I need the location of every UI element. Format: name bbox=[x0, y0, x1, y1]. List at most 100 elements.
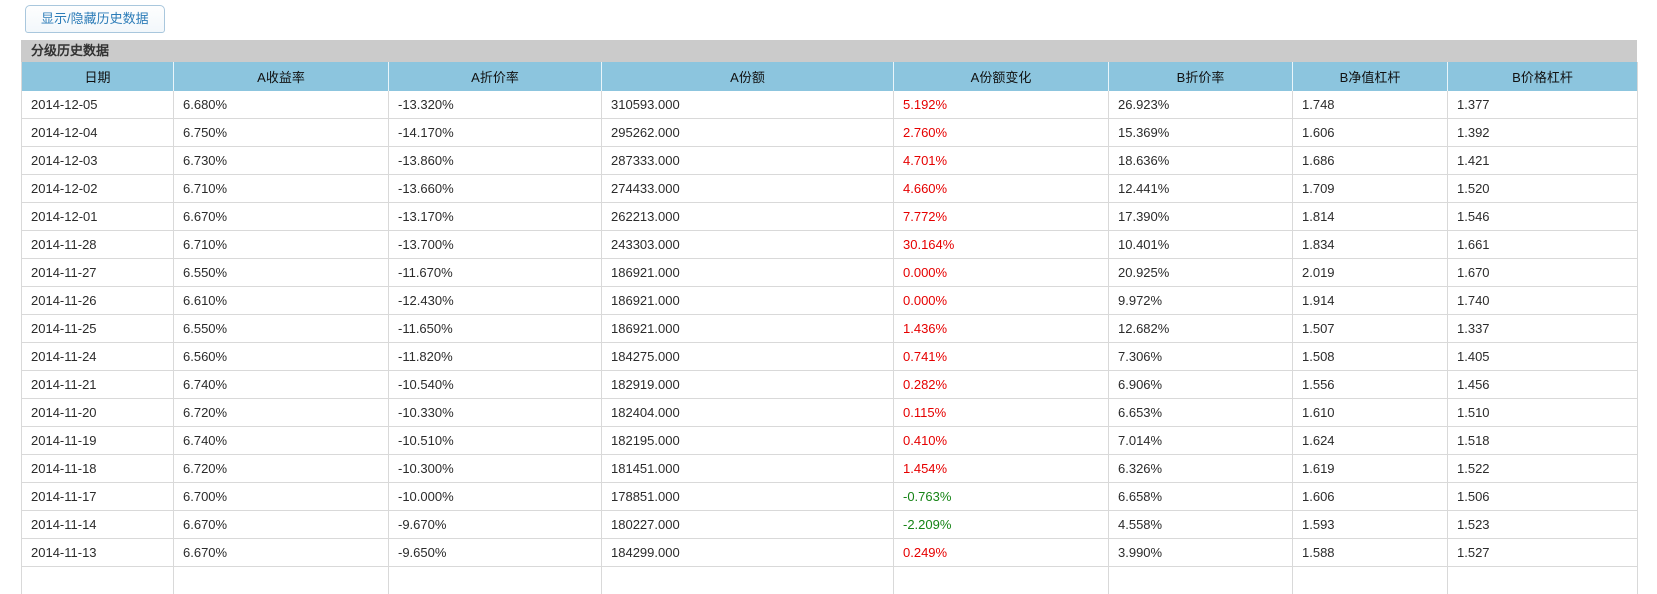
cell-a-yield: 6.610% bbox=[174, 287, 389, 315]
cell-b-price-leverage: 1.670 bbox=[1448, 259, 1638, 287]
cell-empty bbox=[1293, 567, 1448, 594]
cell-a-discount: -11.820% bbox=[389, 343, 602, 371]
cell-a-share-change: 2.760% bbox=[894, 119, 1109, 147]
cell-b-nav-leverage: 1.593 bbox=[1293, 511, 1448, 539]
cell-a-shares: 186921.000 bbox=[602, 259, 894, 287]
cell-empty bbox=[1109, 567, 1293, 594]
cell-a-shares: 186921.000 bbox=[602, 287, 894, 315]
cell-a-yield: 6.670% bbox=[174, 511, 389, 539]
cell-b-nav-leverage: 1.619 bbox=[1293, 455, 1448, 483]
cell-b-price-leverage: 1.522 bbox=[1448, 455, 1638, 483]
cell-a-discount: -10.540% bbox=[389, 371, 602, 399]
cell-b-price-leverage: 1.520 bbox=[1448, 175, 1638, 203]
cell-a-yield: 6.700% bbox=[174, 483, 389, 511]
toggle-history-data-tab[interactable]: 显示/隐藏历史数据 bbox=[25, 5, 165, 33]
column-header: B净值杠杆 bbox=[1293, 62, 1448, 91]
cell-a-yield: 6.750% bbox=[174, 119, 389, 147]
cell-a-discount: -13.660% bbox=[389, 175, 602, 203]
cell-b-nav-leverage: 1.834 bbox=[1293, 231, 1448, 259]
cell-a-shares: 295262.000 bbox=[602, 119, 894, 147]
column-header: A折价率 bbox=[389, 62, 602, 91]
cell-a-shares: 262213.000 bbox=[602, 203, 894, 231]
cell-b-nav-leverage: 1.606 bbox=[1293, 119, 1448, 147]
cell-a-discount: -13.700% bbox=[389, 231, 602, 259]
cell-b-nav-leverage: 1.556 bbox=[1293, 371, 1448, 399]
table-row-partial bbox=[22, 567, 1638, 594]
cell-b-discount: 15.369% bbox=[1109, 119, 1293, 147]
cell-a-shares: 181451.000 bbox=[602, 455, 894, 483]
cell-date: 2014-12-02 bbox=[22, 175, 174, 203]
cell-b-nav-leverage: 1.610 bbox=[1293, 399, 1448, 427]
cell-b-nav-leverage: 1.606 bbox=[1293, 483, 1448, 511]
cell-a-share-change: 30.164% bbox=[894, 231, 1109, 259]
cell-b-nav-leverage: 1.624 bbox=[1293, 427, 1448, 455]
cell-date: 2014-11-27 bbox=[22, 259, 174, 287]
cell-a-discount: -10.300% bbox=[389, 455, 602, 483]
cell-b-price-leverage: 1.661 bbox=[1448, 231, 1638, 259]
cell-b-price-leverage: 1.546 bbox=[1448, 203, 1638, 231]
cell-a-shares: 274433.000 bbox=[602, 175, 894, 203]
cell-b-price-leverage: 1.377 bbox=[1448, 91, 1638, 119]
cell-a-shares: 184299.000 bbox=[602, 539, 894, 567]
cell-b-nav-leverage: 1.588 bbox=[1293, 539, 1448, 567]
cell-a-share-change: 7.772% bbox=[894, 203, 1109, 231]
cell-date: 2014-11-19 bbox=[22, 427, 174, 455]
cell-b-discount: 26.923% bbox=[1109, 91, 1293, 119]
cell-a-yield: 6.740% bbox=[174, 427, 389, 455]
cell-b-price-leverage: 1.392 bbox=[1448, 119, 1638, 147]
cell-b-price-leverage: 1.405 bbox=[1448, 343, 1638, 371]
cell-a-share-change: 0.115% bbox=[894, 399, 1109, 427]
cell-empty bbox=[389, 567, 602, 594]
cell-date: 2014-11-21 bbox=[22, 371, 174, 399]
cell-a-yield: 6.550% bbox=[174, 259, 389, 287]
cell-a-yield: 6.730% bbox=[174, 147, 389, 175]
cell-b-nav-leverage: 1.709 bbox=[1293, 175, 1448, 203]
column-header: A份额变化 bbox=[894, 62, 1109, 91]
cell-a-yield: 6.560% bbox=[174, 343, 389, 371]
cell-b-price-leverage: 1.421 bbox=[1448, 147, 1638, 175]
column-header: A收益率 bbox=[174, 62, 389, 91]
cell-a-shares: 182404.000 bbox=[602, 399, 894, 427]
cell-b-nav-leverage: 1.748 bbox=[1293, 91, 1448, 119]
cell-a-shares: 182919.000 bbox=[602, 371, 894, 399]
cell-b-discount: 6.658% bbox=[1109, 483, 1293, 511]
cell-b-discount: 7.306% bbox=[1109, 343, 1293, 371]
cell-a-shares: 182195.000 bbox=[602, 427, 894, 455]
cell-a-yield: 6.550% bbox=[174, 315, 389, 343]
cell-a-shares: 184275.000 bbox=[602, 343, 894, 371]
cell-empty bbox=[602, 567, 894, 594]
cell-date: 2014-12-05 bbox=[22, 91, 174, 119]
cell-b-price-leverage: 1.510 bbox=[1448, 399, 1638, 427]
cell-a-yield: 6.740% bbox=[174, 371, 389, 399]
cell-empty bbox=[22, 567, 174, 594]
cell-a-share-change: 0.410% bbox=[894, 427, 1109, 455]
cell-a-yield: 6.670% bbox=[174, 539, 389, 567]
cell-a-discount: -12.430% bbox=[389, 287, 602, 315]
cell-a-yield: 6.720% bbox=[174, 455, 389, 483]
cell-a-share-change: 4.701% bbox=[894, 147, 1109, 175]
cell-date: 2014-11-17 bbox=[22, 483, 174, 511]
cell-a-share-change: 0.249% bbox=[894, 539, 1109, 567]
cell-a-discount: -9.670% bbox=[389, 511, 602, 539]
cell-a-share-change: 0.000% bbox=[894, 259, 1109, 287]
cell-b-price-leverage: 1.740 bbox=[1448, 287, 1638, 315]
cell-date: 2014-11-13 bbox=[22, 539, 174, 567]
cell-date: 2014-11-14 bbox=[22, 511, 174, 539]
cell-b-nav-leverage: 1.508 bbox=[1293, 343, 1448, 371]
column-header: 日期 bbox=[22, 62, 174, 91]
cell-a-yield: 6.670% bbox=[174, 203, 389, 231]
cell-b-nav-leverage: 1.814 bbox=[1293, 203, 1448, 231]
